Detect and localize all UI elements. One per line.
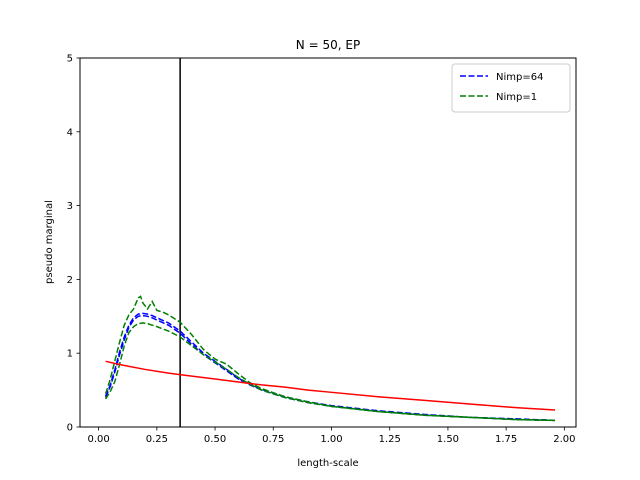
y-tick-label: 5 [67, 54, 73, 65]
x-tick-label: 1.25 [379, 434, 401, 445]
x-tick-label: 1.50 [437, 434, 459, 445]
x-tick-label: 1.00 [320, 434, 342, 445]
legend: Nimp=64 Nimp=1 [451, 63, 571, 113]
y-axis-label: pseudo marginal [44, 200, 55, 284]
series-line-4 [105, 360, 556, 411]
x-axis-label: length-scale [297, 458, 358, 469]
x-tick-label: 0.25 [146, 434, 168, 445]
y-axis: 0 1 2 3 4 5 [67, 54, 80, 434]
x-tick-label: 0.75 [262, 434, 284, 445]
x-tick-label: 0.00 [87, 434, 109, 445]
x-axis: 0.00 0.25 0.50 0.75 1.00 1.25 1.50 1.75 2.00 [87, 427, 575, 445]
plot-area [104, 58, 556, 427]
y-tick-label: 4 [67, 127, 73, 138]
legend-label-nimp-1: Nimp=1 [496, 92, 537, 103]
x-tick-label: 2.00 [553, 434, 575, 445]
y-tick-label: 0 [67, 423, 73, 434]
x-tick-label: 1.75 [495, 434, 517, 445]
legend-label-nimp-64: Nimp=64 [496, 72, 543, 83]
y-tick-label: 1 [67, 349, 73, 360]
axes-frame [79, 57, 577, 428]
y-tick-label: 2 [67, 275, 73, 286]
x-tick-label: 0.50 [204, 434, 226, 445]
series-line-nimp-64 [104, 314, 556, 422]
y-tick-label: 3 [67, 201, 73, 212]
chart-title: N = 50, EP [296, 38, 360, 52]
